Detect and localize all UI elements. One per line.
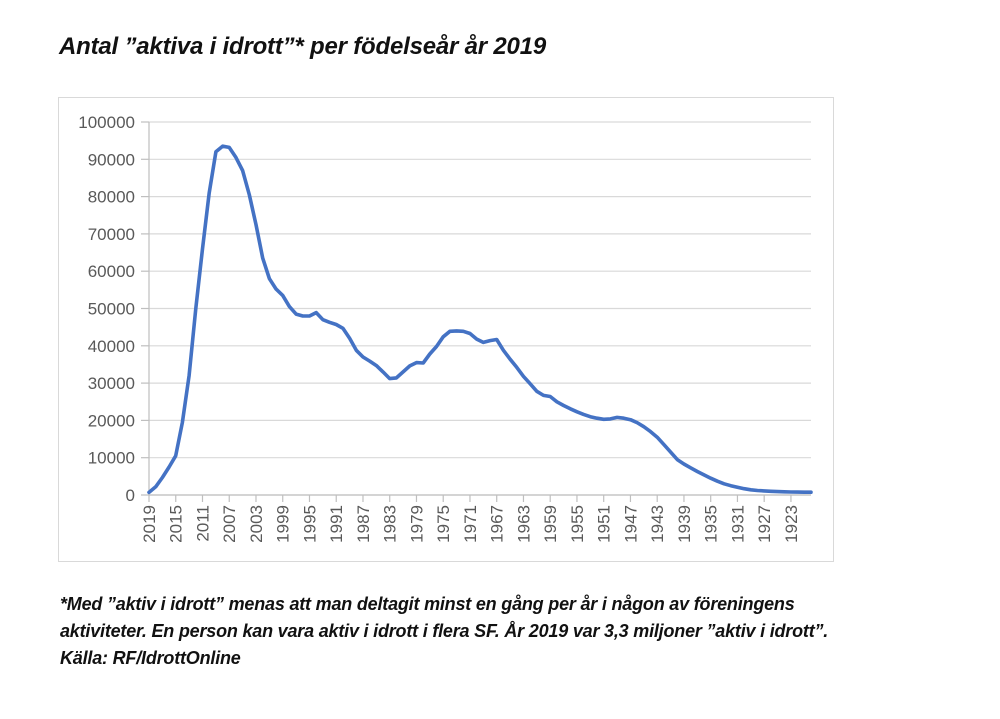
x-tick-label: 1983 bbox=[381, 505, 400, 543]
x-tick-label: 1987 bbox=[354, 505, 373, 543]
y-tick-label: 20000 bbox=[88, 411, 135, 430]
x-tick-label: 1975 bbox=[434, 505, 453, 543]
footnote: *Med ”aktiv i idrott” menas att man delt… bbox=[60, 591, 970, 672]
y-tick-label: 10000 bbox=[88, 449, 135, 468]
x-tick-label: 1991 bbox=[327, 505, 346, 543]
y-tick-label: 0 bbox=[126, 486, 135, 505]
line-chart: 0 10000 20000 30000 40000 50000 60000 70000 8000… bbox=[78, 113, 813, 543]
x-tick-label: 1935 bbox=[702, 505, 721, 543]
chart-title: Antal ”aktiva i idrott”* per födelseår å… bbox=[59, 33, 546, 60]
series-line bbox=[147, 144, 813, 495]
y-tick-label: 90000 bbox=[88, 150, 135, 169]
x-tick-label: 1955 bbox=[568, 505, 587, 543]
y-tick-label: 30000 bbox=[88, 374, 135, 393]
x-tick-label: 1951 bbox=[595, 505, 614, 543]
x-tick-label: 2015 bbox=[167, 505, 186, 543]
x-tick-label: 1967 bbox=[488, 505, 507, 543]
x-tick-label: 1999 bbox=[274, 505, 293, 543]
x-tick-label: 2019 bbox=[140, 505, 159, 543]
x-tick-label: 1979 bbox=[407, 505, 426, 543]
x-tick-label: 2011 bbox=[193, 505, 212, 542]
x-tick-label: 2003 bbox=[247, 505, 266, 543]
footnote-line-3: Källa: RF/IdrottOnline bbox=[60, 648, 241, 668]
x-tick-label: 1923 bbox=[782, 505, 801, 543]
y-tick-label: 60000 bbox=[88, 262, 135, 281]
footnote-line-2: aktiviteter. En person kan vara aktiv i … bbox=[60, 621, 829, 641]
x-tick-label: 1959 bbox=[541, 505, 560, 543]
y-tick-label: 100000 bbox=[78, 113, 135, 132]
x-tick-label: 1931 bbox=[728, 505, 747, 543]
y-tick-label: 40000 bbox=[88, 337, 135, 356]
y-tick-label: 80000 bbox=[88, 188, 135, 207]
chart-frame: 0 10000 20000 30000 40000 50000 60000 70000 8000… bbox=[58, 97, 834, 562]
x-tick-label: 1943 bbox=[648, 505, 667, 543]
x-tick-label: 1939 bbox=[675, 505, 694, 543]
x-tick-label: 1971 bbox=[461, 505, 480, 543]
x-tick-label: 1995 bbox=[300, 505, 319, 543]
footnote-line-1: *Med ”aktiv i idrott” menas att man delt… bbox=[60, 594, 795, 614]
y-tick-label: 70000 bbox=[88, 225, 135, 244]
x-tick-label: 1947 bbox=[621, 505, 640, 543]
x-tick-label: 1963 bbox=[514, 505, 533, 543]
x-tick-label: 2007 bbox=[220, 505, 239, 543]
x-tick-label: 1927 bbox=[755, 505, 774, 543]
y-tick-label: 50000 bbox=[88, 300, 135, 319]
